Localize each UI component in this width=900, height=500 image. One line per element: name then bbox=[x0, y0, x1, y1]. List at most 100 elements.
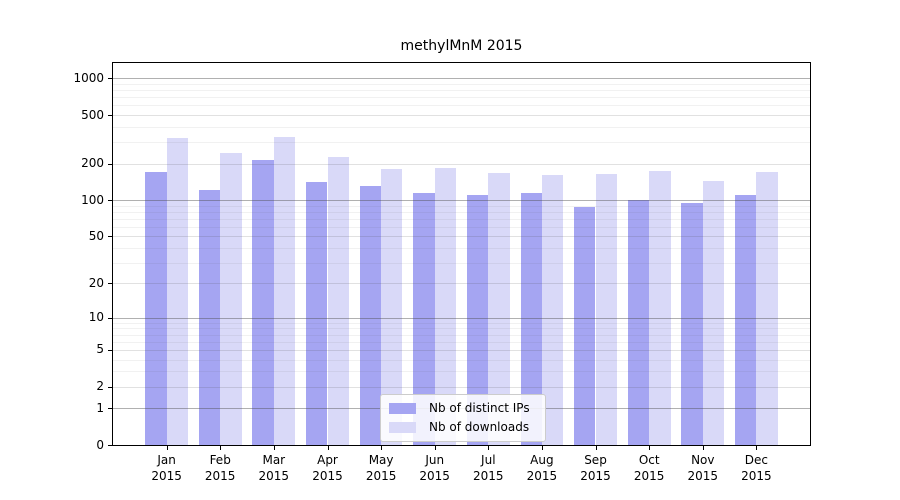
x-tick-year: 2015 bbox=[526, 469, 558, 483]
y-tick-label: 5 bbox=[96, 342, 104, 357]
gridline-y-2 bbox=[113, 386, 810, 388]
gridline-y-100 bbox=[113, 200, 810, 202]
y-tick-label: 1 bbox=[96, 400, 104, 415]
y-tick-label: 1000 bbox=[73, 70, 104, 85]
y-tick-label: 0 bbox=[96, 437, 104, 452]
x-tick-year: 2015 bbox=[419, 469, 450, 483]
x-tick-year: 2015 bbox=[741, 469, 772, 483]
minor-gridline-y-800 bbox=[113, 90, 810, 92]
legend: Nb of distinct IPs Nb of downloads bbox=[380, 394, 546, 442]
bar-downloads-may bbox=[381, 169, 403, 445]
x-tick-mark bbox=[595, 446, 597, 450]
legend-label-distinct-ips: Nb of distinct IPs bbox=[429, 401, 530, 415]
minor-gridline-y-30 bbox=[113, 262, 810, 264]
x-tick-year: 2015 bbox=[473, 469, 504, 483]
y-tick-mark bbox=[108, 200, 112, 202]
x-tick-label-apr: Apr 2015 bbox=[296, 452, 360, 484]
x-tick-month: Mar bbox=[262, 453, 286, 467]
bar-distinct-ips-apr bbox=[306, 182, 328, 445]
y-tick-label: 2 bbox=[96, 379, 104, 394]
y-tick-label: 20 bbox=[88, 275, 104, 290]
x-tick-mark bbox=[649, 446, 651, 450]
legend-item-distinct-ips: Nb of distinct IPs bbox=[389, 401, 536, 416]
x-tick-label-oct: Oct 2015 bbox=[617, 452, 681, 484]
x-tick-label-jan: Jan 2015 bbox=[135, 452, 199, 484]
x-tick-mark bbox=[434, 446, 436, 450]
bar-distinct-ips-jun bbox=[413, 192, 435, 445]
legend-label-downloads: Nb of downloads bbox=[429, 420, 530, 434]
bar-downloads-feb bbox=[220, 153, 242, 445]
x-tick-label-nov: Nov 2015 bbox=[671, 452, 735, 484]
x-tick-month: Nov bbox=[691, 453, 715, 467]
legend-swatch-downloads bbox=[389, 422, 416, 433]
gridline-y-1000 bbox=[113, 78, 810, 80]
x-tick-label-sep: Sep 2015 bbox=[564, 452, 628, 484]
bar-downloads-jan bbox=[166, 137, 188, 445]
minor-gridline-y-8 bbox=[113, 328, 810, 330]
minor-gridline-y-3 bbox=[113, 371, 810, 373]
x-tick-month: Aug bbox=[530, 453, 554, 467]
bar-distinct-ips-dec bbox=[734, 195, 757, 445]
minor-gridline-y-9 bbox=[113, 322, 810, 324]
x-tick-mark bbox=[166, 446, 168, 450]
x-tick-month: Sep bbox=[584, 453, 607, 467]
gridline-y-20 bbox=[113, 283, 810, 285]
minor-gridline-y-60 bbox=[113, 226, 810, 228]
x-tick-month: Jan bbox=[157, 453, 176, 467]
x-tick-month: Dec bbox=[744, 453, 768, 467]
bar-downloads-jul bbox=[488, 173, 510, 445]
bar-distinct-ips-aug bbox=[520, 193, 542, 445]
y-tick-mark bbox=[108, 115, 112, 117]
x-tick-year: 2015 bbox=[580, 469, 611, 483]
x-tick-year: 2015 bbox=[204, 469, 236, 483]
bar-distinct-ips-oct bbox=[627, 199, 650, 445]
minor-gridline-y-400 bbox=[113, 126, 810, 128]
chart-title: methylMnM 2015 bbox=[400, 38, 523, 54]
x-tick-year: 2015 bbox=[687, 469, 719, 483]
y-tick-label: 200 bbox=[81, 156, 104, 170]
gridline-y-500 bbox=[113, 115, 810, 117]
y-tick-mark bbox=[108, 386, 112, 388]
y-tick-mark bbox=[108, 349, 112, 351]
bar-distinct-ips-nov bbox=[681, 202, 703, 445]
minor-gridline-y-40 bbox=[113, 247, 810, 249]
x-tick-label-mar: Mar 2015 bbox=[242, 452, 306, 484]
x-tick-mark bbox=[756, 446, 758, 450]
bar-downloads-jun bbox=[434, 168, 457, 445]
x-tick-label-jun: Jun 2015 bbox=[403, 452, 467, 484]
legend-swatch-distinct-ips bbox=[389, 403, 416, 414]
x-tick-mark bbox=[702, 446, 704, 450]
bar-downloads-oct bbox=[649, 170, 671, 445]
x-tick-month: May bbox=[368, 453, 394, 467]
x-tick-label-feb: Feb 2015 bbox=[188, 452, 252, 484]
bar-distinct-ips-sep bbox=[574, 206, 596, 445]
y-tick-label: 10 bbox=[88, 310, 104, 325]
bar-downloads-mar bbox=[273, 136, 296, 445]
minor-gridline-y-4 bbox=[113, 359, 810, 361]
minor-gridline-y-300 bbox=[113, 142, 810, 144]
bar-distinct-ips-jan bbox=[145, 171, 167, 445]
minor-gridline-y-7 bbox=[113, 334, 810, 336]
minor-gridline-y-6 bbox=[113, 341, 810, 343]
minor-gridline-y-900 bbox=[113, 83, 810, 85]
x-tick-month: Feb bbox=[209, 453, 231, 467]
bar-downloads-apr bbox=[327, 157, 349, 445]
x-tick-mark bbox=[220, 446, 222, 450]
minor-gridline-y-600 bbox=[113, 105, 810, 107]
gridline-y-50 bbox=[113, 236, 810, 238]
y-tick-mark bbox=[108, 445, 112, 446]
gridline-y-10 bbox=[113, 317, 810, 319]
x-tick-year: 2015 bbox=[312, 469, 343, 483]
x-tick-month: Oct bbox=[638, 453, 660, 467]
bar-downloads-nov bbox=[702, 180, 725, 445]
y-tick-mark bbox=[108, 78, 112, 80]
minor-gridline-y-80 bbox=[113, 211, 810, 213]
x-tick-year: 2015 bbox=[633, 469, 665, 483]
x-tick-year: 2015 bbox=[365, 469, 397, 483]
y-tick-mark bbox=[108, 163, 112, 165]
y-tick-label: 100 bbox=[81, 192, 104, 207]
x-tick-mark bbox=[273, 446, 275, 450]
x-tick-month: Apr bbox=[317, 453, 338, 467]
minor-gridline-y-700 bbox=[113, 97, 810, 99]
